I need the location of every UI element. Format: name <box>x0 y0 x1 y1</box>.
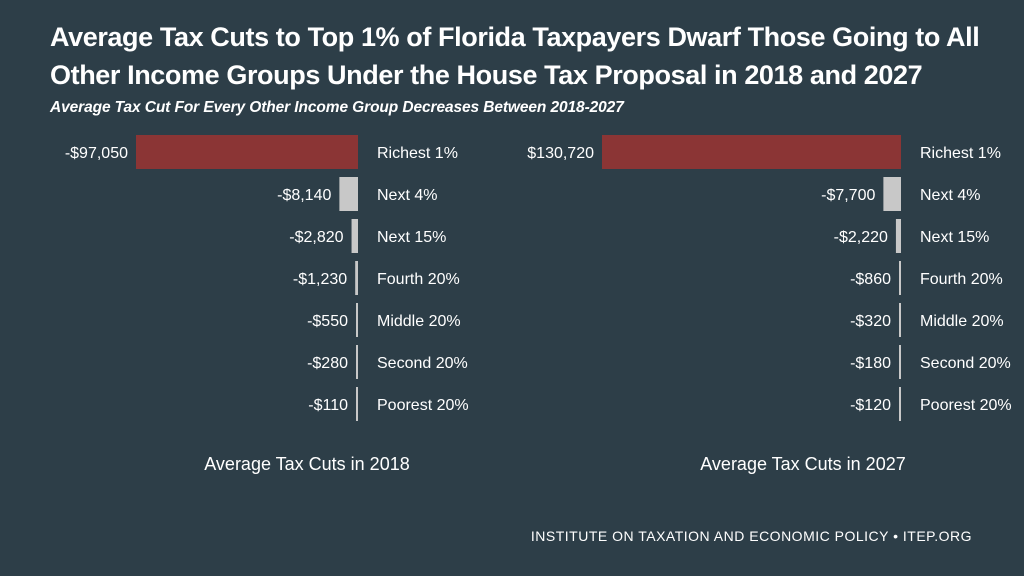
c2018-value-label-4: -$550 <box>307 313 348 330</box>
chart-2027: $130,720 Richest 1% -$7,700 Next 4% -$2,220 N… <box>512 128 1012 488</box>
c2018-value-label-2: -$2,820 <box>289 229 343 246</box>
c2027-bar-1 <box>883 177 901 211</box>
chart-2018-svg: -$97,050 Richest 1% -$8,140 Next 4% -$2,820 N… <box>65 135 469 474</box>
c2018-bar-5 <box>356 345 358 379</box>
c2027-category-label-4: Middle 20% <box>920 313 1004 330</box>
c2018-value-label-6: -$110 <box>308 397 348 414</box>
c2027-axis-caption: Average Tax Cuts in 2027 <box>700 454 905 474</box>
c2018-bar-4 <box>356 303 358 337</box>
c2027-value-label-4: -$320 <box>850 313 891 330</box>
c2027-category-label-6: Poorest 20% <box>920 397 1012 414</box>
c2027-value-label-5: -$180 <box>850 355 891 372</box>
c2027-category-label-3: Fourth 20% <box>920 271 1003 288</box>
c2027-category-label-1: Next 4% <box>920 187 980 204</box>
c2018-category-label-5: Second 20% <box>377 355 468 372</box>
c2027-bar-6 <box>899 387 901 421</box>
c2027-bar-5 <box>899 345 901 379</box>
c2018-value-label-1: -$8,140 <box>277 187 331 204</box>
chart-subtitle: Average Tax Cut For Every Other Income G… <box>50 99 624 116</box>
c2018-bar-6 <box>356 387 358 421</box>
c2018-category-label-0: Richest 1% <box>377 145 458 162</box>
c2027-bar-4 <box>899 303 901 337</box>
c2027-category-label-2: Next 15% <box>920 229 989 246</box>
c2027-category-label-0: Richest 1% <box>920 145 1001 162</box>
c2027-value-label-1: -$7,700 <box>821 187 875 204</box>
c2018-category-label-6: Poorest 20% <box>377 397 469 414</box>
c2027-category-label-5: Second 20% <box>920 355 1011 372</box>
c2018-axis-caption: Average Tax Cuts in 2018 <box>204 454 409 474</box>
chart-2018: -$97,050 Richest 1% -$8,140 Next 4% -$2,820 N… <box>0 128 500 488</box>
c2018-bar-1 <box>339 177 358 211</box>
c2027-value-label-6: -$120 <box>850 397 891 414</box>
c2018-category-label-4: Middle 20% <box>377 313 461 330</box>
c2018-category-label-3: Fourth 20% <box>377 271 460 288</box>
c2027-bar-3 <box>899 261 901 295</box>
c2027-bar-0 <box>602 135 901 169</box>
chart-title: Average Tax Cuts to Top 1% of Florida Ta… <box>50 22 980 90</box>
c2027-value-label-2: -$2,220 <box>834 229 888 246</box>
c2018-bar-2 <box>351 219 358 253</box>
c2018-bar-0 <box>136 135 358 169</box>
source-footer: INSTITUTE ON TAXATION AND ECONOMIC POLIC… <box>530 528 972 544</box>
c2018-category-label-1: Next 4% <box>377 187 437 204</box>
c2018-value-label-0: -$97,050 <box>65 145 128 162</box>
c2027-bar-2 <box>895 219 901 253</box>
chart-2027-svg: $130,720 Richest 1% -$7,700 Next 4% -$2,220 N… <box>527 135 1012 474</box>
c2018-bar-3 <box>355 261 358 295</box>
c2018-category-label-2: Next 15% <box>377 229 446 246</box>
c2018-value-label-5: -$280 <box>307 355 348 372</box>
c2018-value-label-3: -$1,230 <box>293 271 347 288</box>
c2027-value-label-0: $130,720 <box>527 145 594 162</box>
c2027-value-label-3: -$860 <box>850 271 891 288</box>
